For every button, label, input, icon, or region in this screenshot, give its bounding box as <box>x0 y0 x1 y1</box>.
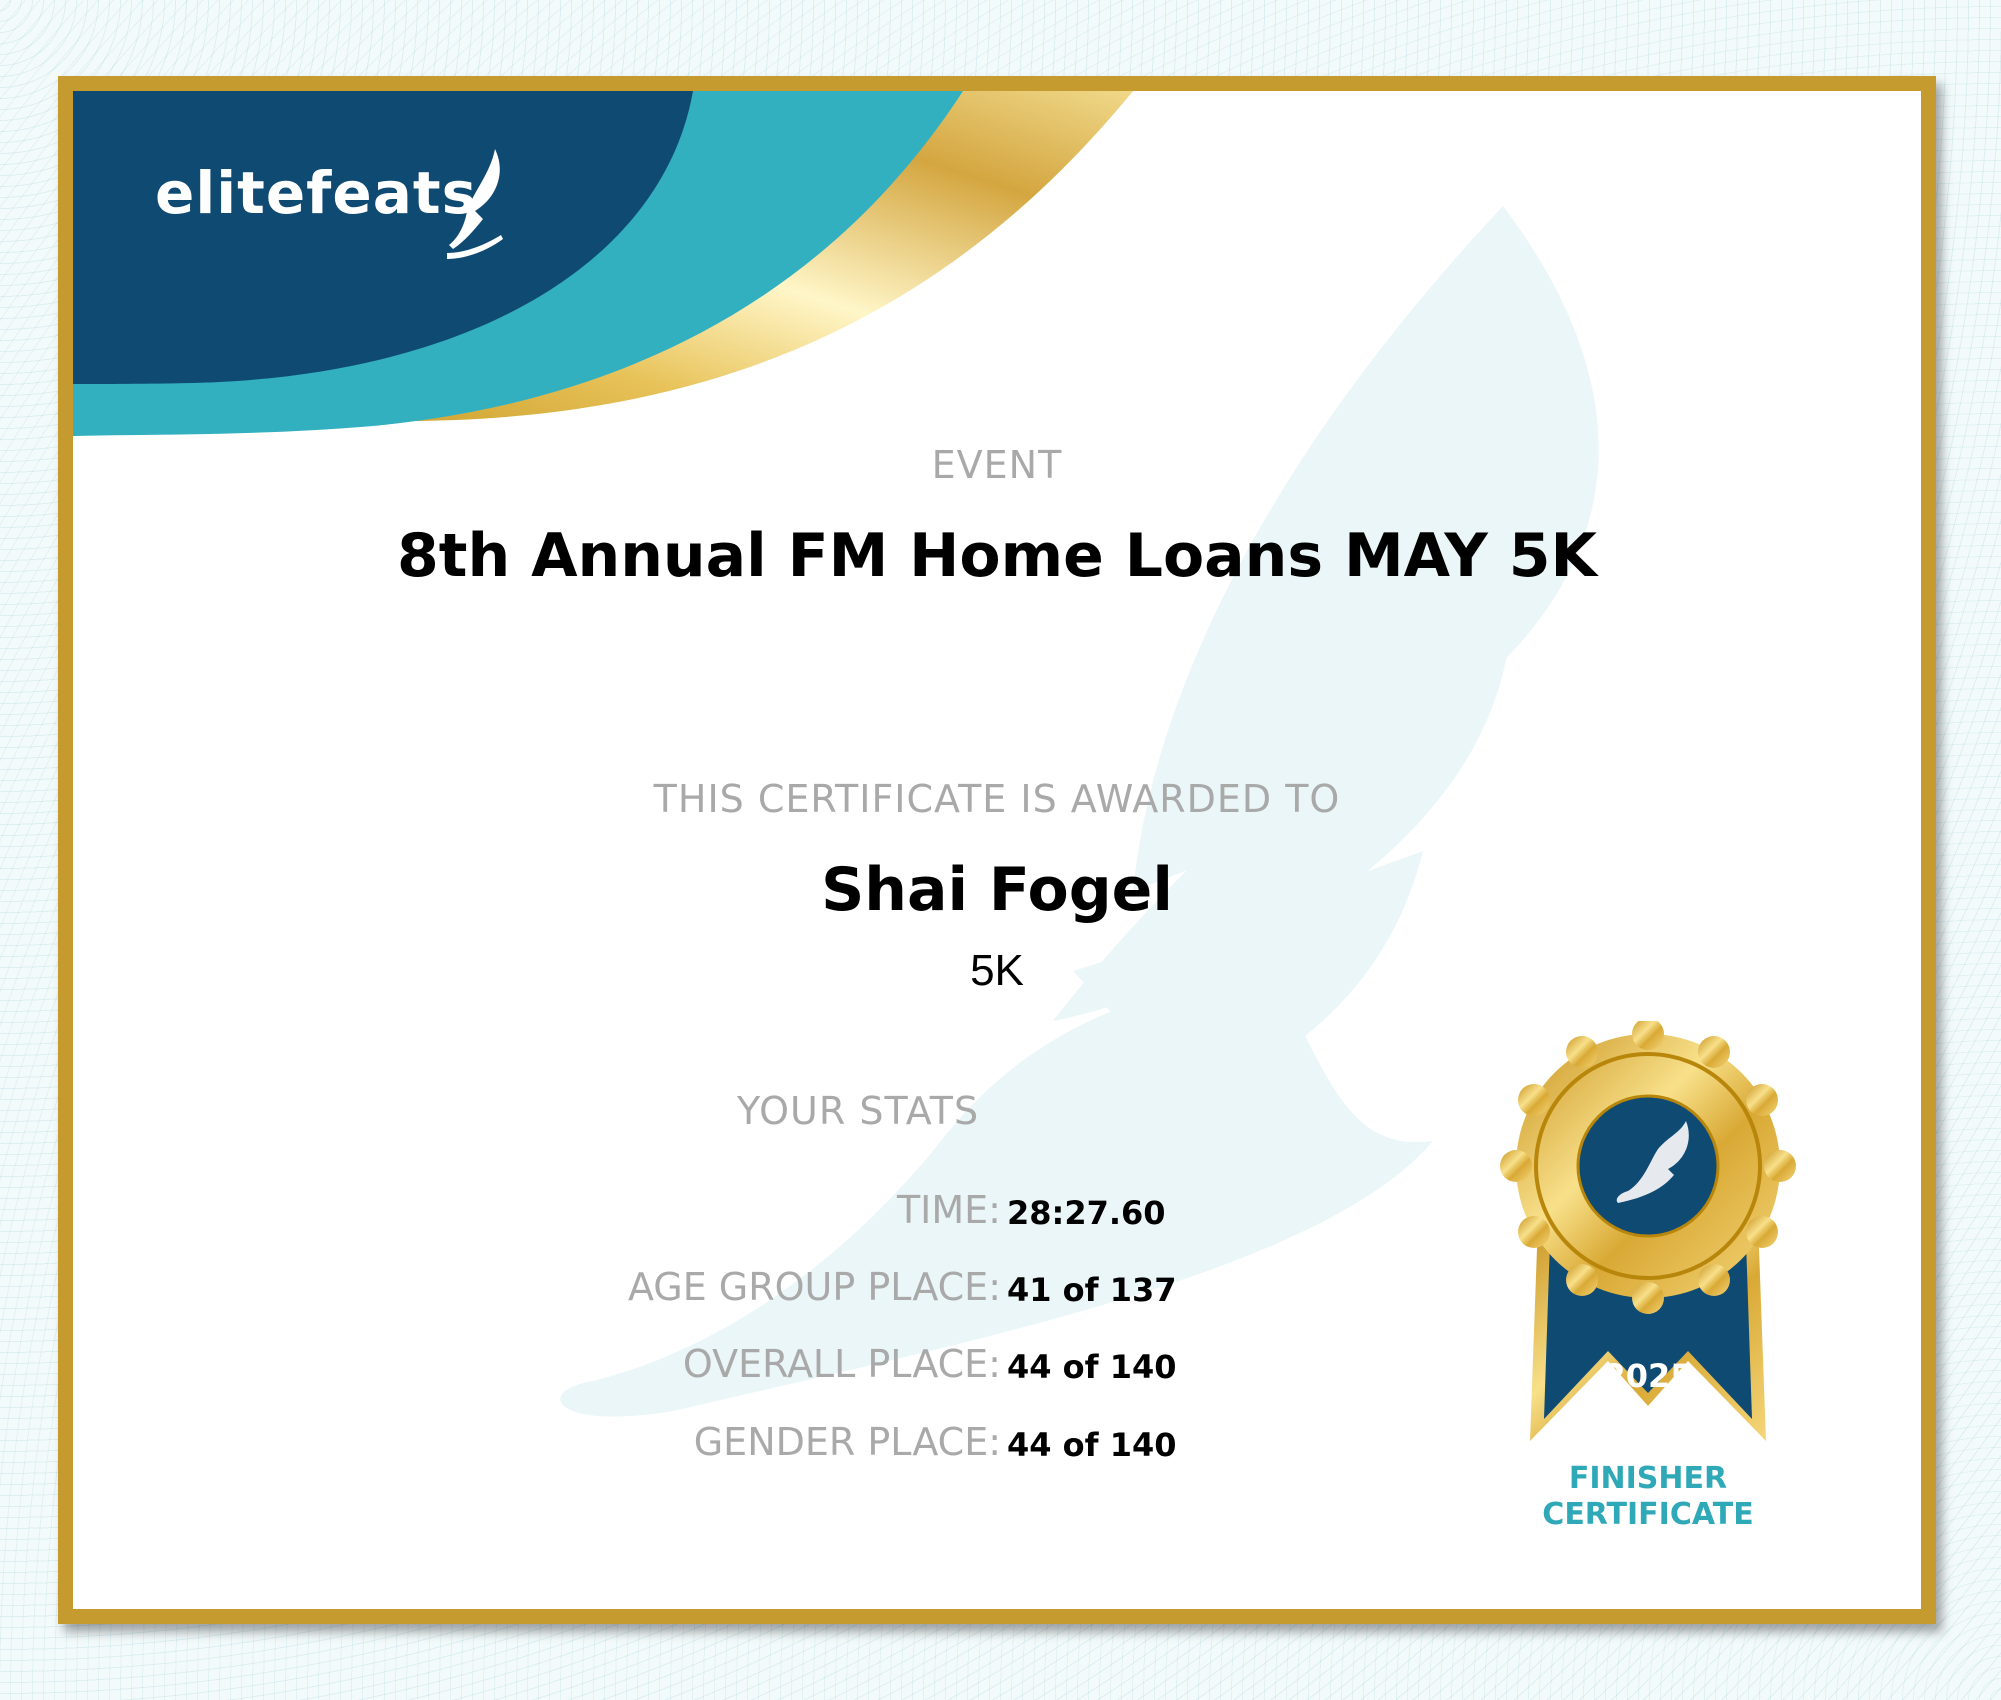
badge-caption-line2: CERTIFICATE <box>1542 1497 1754 1532</box>
badge-caption-line1: FINISHER <box>1568 1461 1728 1496</box>
event-label: EVENT <box>931 443 1063 487</box>
awarded-label: THIS CERTIFICATE IS AWARDED TO <box>653 777 1341 821</box>
stats-label: YOUR STATS <box>737 1089 980 1133</box>
medal-icon <box>1500 1018 1796 1441</box>
stat-overall-place: OVERALL PLACE: 44 of 140 <box>682 1342 1177 1386</box>
race-distance: 5K <box>970 946 1024 995</box>
stat-age-group-place: AGE GROUP PLACE: 41 of 137 <box>627 1265 1177 1309</box>
winged-foot-watermark <box>560 206 1599 1417</box>
header-swoosh <box>73 91 1599 1417</box>
event-name: 8th Annual FM Home Loans MAY 5K <box>397 521 1597 591</box>
winged-foot-icon <box>447 149 503 259</box>
certificate: elitefeats EVENT 8th Annual FM Home Loan… <box>58 76 1936 1624</box>
finisher-badge: 2025 FINISHER CERTIFICATE <box>1498 1018 1798 1541</box>
stat-gender-place: GENDER PLACE: 44 of 140 <box>693 1420 1177 1464</box>
stat-time: TIME: 28:27.60 <box>896 1188 1166 1232</box>
recipient-name: Shai Fogel <box>821 855 1173 925</box>
elitefeats-logo: elitefeats <box>155 149 503 259</box>
navy-swoosh <box>73 91 693 384</box>
badge-year: 2025 <box>1603 1357 1693 1395</box>
